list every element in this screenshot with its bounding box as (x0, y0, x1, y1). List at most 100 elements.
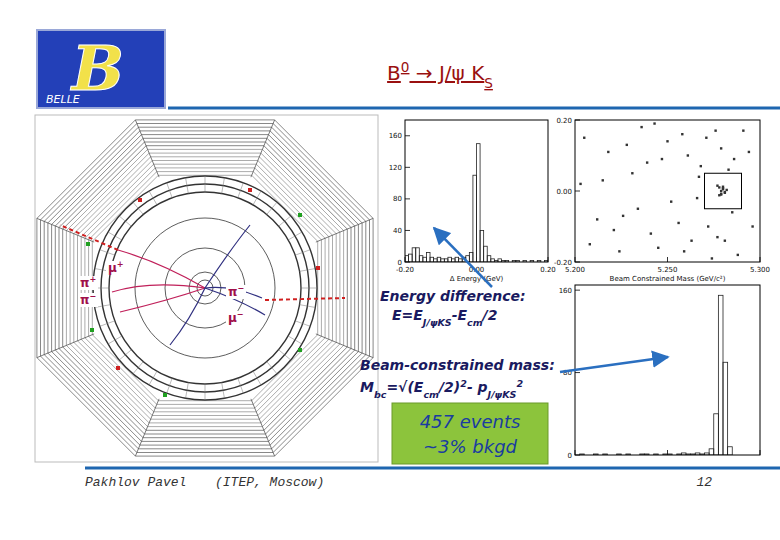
scatter-point (748, 151, 750, 153)
detector-layer (41, 124, 370, 453)
scatter-point (650, 232, 652, 234)
scatter-point (714, 129, 716, 131)
scatter-point (698, 176, 700, 178)
scatter-point (613, 229, 615, 231)
chart-histogram: 080160 (559, 285, 760, 460)
annotation-text: Mbc=√(Ecm/2)2- pJ/ψKS2 (360, 378, 523, 400)
calorimeter-cell (100, 321, 115, 326)
histogram-bar (477, 144, 481, 262)
scatter-point (631, 172, 633, 174)
scatter-point (646, 161, 648, 163)
scatter-point (666, 140, 668, 142)
histogram-bar (437, 257, 441, 262)
scatter-point (751, 225, 753, 227)
text-run: Beam-constrained mass: (360, 357, 555, 373)
text-run: − (237, 309, 244, 319)
detector-ring (109, 192, 301, 384)
event-display: μ+π+π−π−μ− (35, 115, 378, 462)
particle-label: μ− (228, 309, 244, 325)
marks (579, 122, 753, 259)
plot-frame (575, 285, 760, 455)
summary-text: ~3% bkgd (423, 436, 518, 457)
scatter-point (707, 225, 709, 227)
calorimeter-cell (222, 178, 225, 194)
text-run: π (80, 293, 90, 307)
scatter-point (640, 126, 642, 128)
y-tick-label: 0.20 (556, 117, 572, 125)
text-run: Energy difference: (380, 288, 526, 304)
scatter-point (657, 247, 659, 249)
text-run: - p (467, 379, 488, 395)
histogram-bar (484, 246, 488, 262)
y-tick (575, 290, 580, 291)
page-number: 12 (696, 475, 712, 490)
histogram-bar (709, 449, 714, 455)
y-tick (405, 230, 410, 231)
text-run: + (90, 274, 97, 284)
detector-layer (52, 135, 359, 442)
histogram-bar (455, 257, 459, 262)
header-rule (168, 107, 780, 110)
scatter-point (711, 257, 713, 259)
x-tick-label: 5.300 (750, 266, 770, 274)
y-tick-label: 80 (393, 195, 402, 203)
track (205, 225, 250, 288)
text-run: → J/ψ K (409, 61, 485, 85)
scatter-point (626, 144, 628, 146)
calorimeter-cell (133, 362, 143, 374)
hit (163, 393, 167, 397)
calorimeter-cell (295, 321, 310, 326)
calorimeter-cell (267, 202, 277, 214)
calorimeter-cell (288, 336, 302, 344)
detector-layer (66, 149, 343, 426)
detector-edge (135, 120, 159, 177)
track (170, 288, 205, 345)
text-run: J/ψKS (486, 389, 517, 400)
track (118, 250, 205, 288)
track (120, 288, 205, 312)
histogram-bar (430, 257, 434, 262)
scatter-point (724, 240, 726, 242)
histogram-bar (409, 254, 413, 262)
calorimeter-cell (253, 191, 261, 205)
scatter-point (726, 189, 728, 191)
detector-edge (37, 218, 94, 242)
detector-edge (37, 334, 94, 358)
scatter-point (618, 250, 620, 252)
histogram-bar (480, 230, 484, 262)
particle-label: π− (228, 283, 244, 299)
x-axis-label: Δ Energy (GeV) (450, 275, 504, 283)
x-tick (667, 257, 668, 262)
calorimeter-cell (253, 371, 261, 385)
scatter-point (716, 184, 718, 186)
scatter-point (622, 215, 624, 217)
scatter-point (720, 190, 722, 192)
calorimeter-cell (300, 269, 316, 272)
scatter-point (722, 187, 724, 189)
calorimeter-cell (186, 383, 189, 399)
scatter-point (596, 218, 598, 220)
text-run: /2 (481, 307, 498, 323)
marks (580, 295, 733, 455)
y-tick (405, 135, 410, 136)
hit (248, 188, 252, 192)
calorimeter-cell (222, 383, 225, 399)
detector-edge (135, 399, 159, 456)
text-run: M (360, 379, 374, 395)
calorimeter-cell (167, 183, 172, 198)
y-tick-label: 0 (398, 259, 402, 267)
detector-edge (251, 120, 275, 177)
histogram-bar (487, 256, 491, 262)
text-run: cm (423, 389, 439, 400)
scatter-point (683, 250, 685, 252)
histogram-bar (728, 447, 733, 455)
logo: BBELLE (37, 30, 165, 108)
detector-edge (251, 399, 275, 456)
plot-bg (575, 285, 760, 455)
calorimeter-cell (288, 232, 302, 240)
detector-layer (48, 131, 362, 445)
scatter-point (661, 158, 663, 160)
detector-layer (37, 120, 373, 456)
histogram-bar (419, 256, 423, 262)
calorimeter-cell (238, 378, 243, 393)
